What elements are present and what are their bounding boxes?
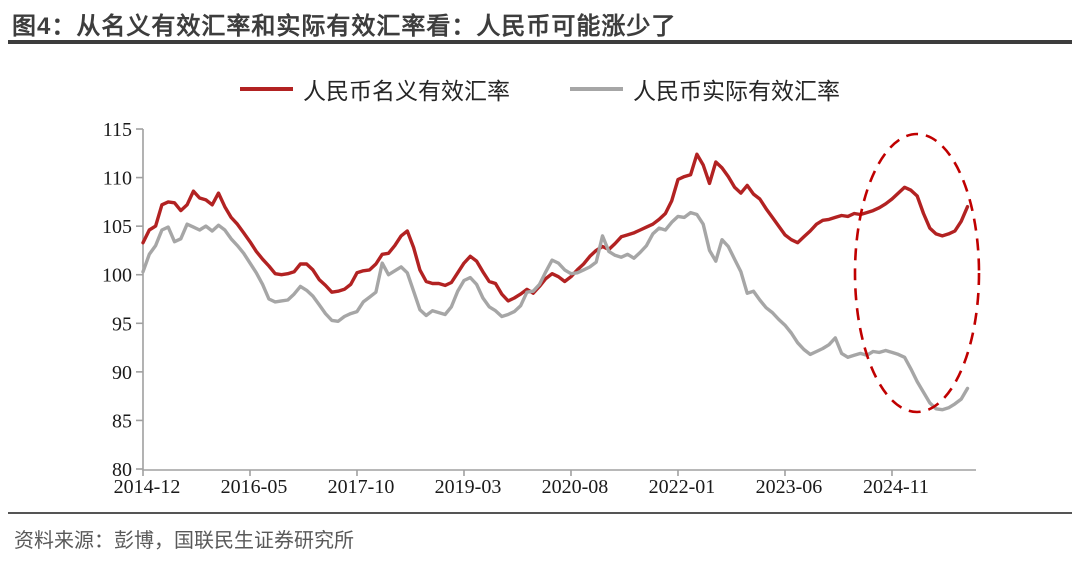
reer-line-swatch <box>570 87 623 91</box>
reer-legend-label: 人民币实际有效汇率 <box>633 79 840 104</box>
x-tick-label: 2020-08 <box>542 476 609 498</box>
neer-line-swatch <box>240 87 293 91</box>
legend-item-reer: 人民币实际有效汇率 <box>570 72 840 106</box>
y-tick-label: 110 <box>103 168 132 190</box>
y-tick-label: 105 <box>102 216 132 238</box>
y-tick-label: 80 <box>112 459 132 481</box>
y-tick-label: 85 <box>112 410 132 432</box>
highlight-ellipse-annotation <box>853 132 981 414</box>
y-tick-label: 115 <box>103 119 132 141</box>
x-tick-label: 2022-01 <box>649 476 716 498</box>
source-note: 资料来源：彭博，国联民生证券研究所 <box>14 530 354 552</box>
x-tick-label: 2016-05 <box>221 476 288 498</box>
y-tick-label: 100 <box>102 265 132 287</box>
x-tick-label: 2019-03 <box>435 476 502 498</box>
chart-legend: 人民币名义有效汇率 人民币实际有效汇率 <box>0 72 1080 106</box>
x-tick-label: 2017-10 <box>328 476 395 498</box>
x-tick-label: 2023-06 <box>756 476 823 498</box>
y-tick-label: 95 <box>112 313 132 335</box>
page-title: 图4：从名义有效汇率和实际有效汇率看：人民币可能涨少了 <box>12 13 677 40</box>
x-tick-label: 2014-12 <box>114 476 181 498</box>
title-underline <box>8 40 1072 44</box>
footer-divider <box>8 512 1072 514</box>
neer-line <box>141 152 970 303</box>
neer-legend-label: 人民币名义有效汇率 <box>303 79 510 104</box>
y-tick-label: 90 <box>112 362 132 384</box>
legend-item-neer: 人民币名义有效汇率 <box>240 72 510 106</box>
reer-line <box>141 210 970 412</box>
x-tick-label: 2024-11 <box>863 476 929 498</box>
